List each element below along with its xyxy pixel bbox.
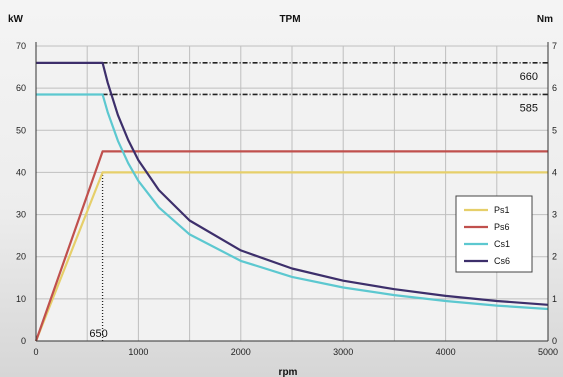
y-tick-label-left: 0 [21,336,26,346]
series-line-ps1 [34,171,548,342]
annotation-label: 650 [89,328,107,340]
x-axis-title: rpm [279,367,298,377]
axes [35,42,549,342]
series-layer [34,61,549,342]
x-tick-label: 3000 [333,347,353,357]
series-line-cs6 [36,61,549,306]
legend-label: Cs6 [494,256,510,266]
y-axis-title-right: Nm [537,14,553,25]
x-tick-label: 0 [33,347,38,357]
series-line-cs1 [36,93,549,311]
y-tick-label-left: 60 [16,83,26,93]
legend: Ps1 Ps6 Cs1 Cs6 [455,195,533,273]
y-tick-label-left: 70 [16,41,26,51]
y-tick-label-right: 5 [552,125,557,135]
y-tick-label-left: 20 [16,252,26,262]
y-tick-label-right: 1 [552,294,557,304]
legend-label: Ps1 [494,205,510,215]
legend-label: Cs1 [494,239,510,249]
reference-lines [101,62,548,341]
annotations: 660 585 650 [89,71,538,340]
annotation-label: 585 [520,102,538,114]
y-tick-label-right: 6 [552,83,557,93]
y-axis-title-left: kW [8,14,24,25]
y-tick-label-left: 40 [16,167,26,177]
x-tick-label: 4000 [436,347,456,357]
chart-title: TPM [279,14,300,25]
y-tick-label-right: 4 [552,167,557,177]
x-tick-label: 2000 [231,347,251,357]
annotation-label: 660 [520,71,538,83]
y-tick-label-left: 30 [16,210,26,220]
y-tick-label-right: 7 [552,41,557,51]
y-tick-label-right: 3 [552,210,557,220]
legend-box [455,195,533,273]
series-line-ps6 [34,150,548,342]
y-tick-label-right: 2 [552,252,557,262]
x-tick-label: 1000 [128,347,148,357]
y-tick-label-right: 0 [552,336,557,346]
x-tick-label: 5000 [538,347,558,357]
y-tick-label-left: 50 [16,125,26,135]
legend-label: Ps6 [494,222,510,232]
y-tick-label-left: 10 [16,294,26,304]
